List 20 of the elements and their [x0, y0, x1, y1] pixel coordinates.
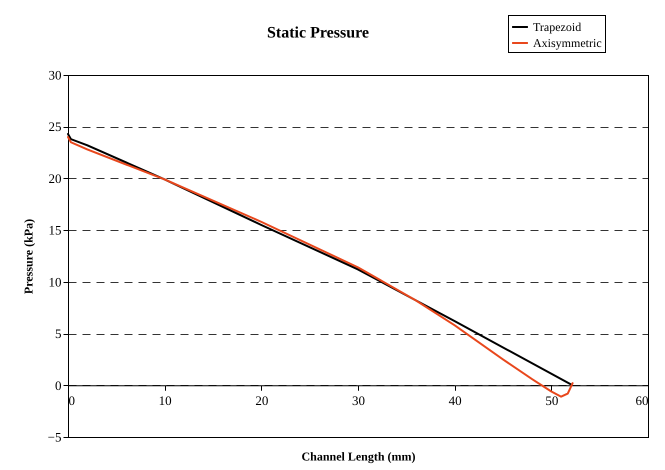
- x-tick-label: 10: [158, 392, 172, 408]
- y-tick-label: 10: [48, 274, 62, 290]
- chart-title: Static Pressure: [266, 24, 370, 42]
- y-tick-label: −5: [48, 430, 62, 444]
- x-tick-label: 60: [636, 392, 648, 408]
- x-tick-label: 0: [68, 392, 75, 408]
- legend-label: Axisymmetric: [533, 36, 602, 50]
- x-axis-title: Channel Length (mm): [301, 450, 416, 464]
- x-tick-label: 20: [255, 392, 268, 408]
- legend-label: Trapezoid: [533, 20, 582, 34]
- x-tick-label: 50: [545, 392, 558, 408]
- y-tick-label: 5: [55, 326, 62, 342]
- x-tick-label: 40: [448, 392, 462, 408]
- y-tick-label: 15: [48, 222, 62, 238]
- y-tick-label: 30: [48, 68, 62, 82]
- x-tick-label: 30: [352, 392, 365, 408]
- y-axis-title: Pressure (kPa): [22, 218, 36, 294]
- y-tick-label: 20: [48, 170, 62, 186]
- y-tick-label: 0: [55, 378, 62, 393]
- y-tick-label: 25: [48, 119, 62, 134]
